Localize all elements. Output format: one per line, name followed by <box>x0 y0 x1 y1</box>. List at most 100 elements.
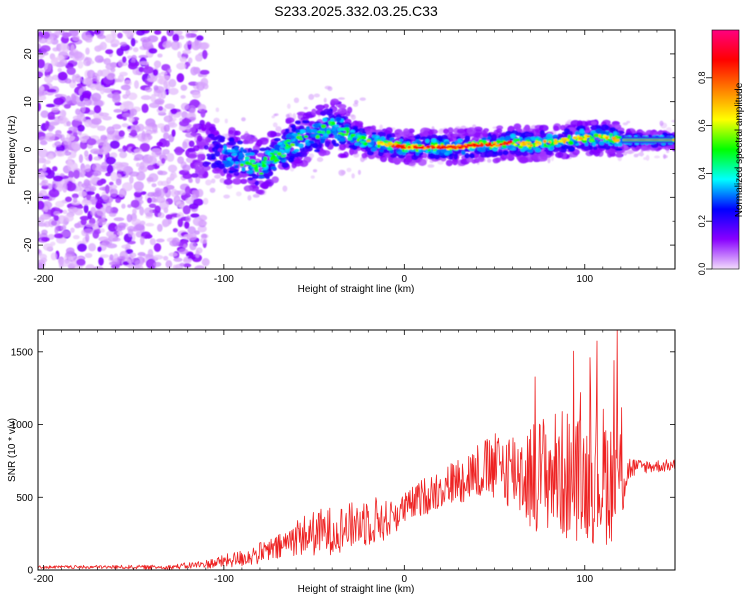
faint-blob <box>308 93 315 101</box>
ridge-blob <box>347 106 353 114</box>
noise-blob <box>101 238 113 247</box>
faint-blob <box>205 179 212 186</box>
noise-blob <box>98 112 110 117</box>
ridge-blob <box>492 143 496 146</box>
faint-blob <box>316 157 324 162</box>
ridge-blob <box>453 154 458 160</box>
noise-blob <box>185 32 192 39</box>
faint-blob <box>350 114 356 121</box>
noise-blob <box>157 170 168 176</box>
ridge-blob <box>419 146 424 149</box>
ridge-blob <box>396 145 401 149</box>
ridge-blob <box>583 144 590 151</box>
noise-blob <box>167 164 178 173</box>
noise-blob <box>154 30 162 35</box>
noise-blob <box>168 78 177 88</box>
x-tick-label: 100 <box>576 274 593 285</box>
ridge-blob <box>446 149 453 154</box>
noise-blob <box>183 258 193 263</box>
noise-blob <box>71 193 79 199</box>
noise-blob <box>83 179 90 187</box>
ridge-blob <box>211 162 217 169</box>
ridge-blob <box>443 146 447 149</box>
noise-blob <box>38 36 42 42</box>
faint-blob <box>346 167 352 173</box>
noise-blob <box>128 117 135 123</box>
noise-blob <box>169 174 178 179</box>
noise-blob <box>53 97 65 106</box>
noise-blob <box>105 49 114 55</box>
ridge-blob <box>417 144 423 147</box>
noise-blob <box>146 77 157 82</box>
noise-blob <box>100 146 109 155</box>
noise-blob <box>132 47 139 53</box>
ridge-blob <box>311 137 316 141</box>
ridge-blob <box>496 151 503 156</box>
noise-blob <box>67 256 74 264</box>
noise-blob <box>129 30 136 36</box>
ridge-blob <box>481 129 487 136</box>
noise-blob <box>145 222 155 227</box>
ridge-blob <box>194 168 205 176</box>
ridge-blob <box>251 159 256 164</box>
ridge-blob <box>247 177 254 181</box>
faint-blob <box>327 86 333 92</box>
noise-blob <box>65 95 72 105</box>
noise-blob <box>202 197 209 205</box>
ridge-blob <box>267 130 277 138</box>
ridge-blob <box>538 124 549 132</box>
ridge-blob <box>261 160 266 163</box>
ridge-blob <box>232 178 242 185</box>
ridge-blob <box>190 132 197 137</box>
noise-blob <box>63 137 71 146</box>
noise-blob <box>42 163 47 172</box>
noise-blob <box>163 115 173 123</box>
noise-blob <box>187 226 196 235</box>
noise-blob <box>189 241 197 251</box>
ridge-blob <box>354 120 364 127</box>
noise-blob <box>41 31 51 39</box>
ridge-blob <box>263 170 268 174</box>
noise-blob <box>174 146 184 156</box>
noise-blob <box>178 35 185 40</box>
ridge-blob <box>320 124 327 129</box>
noise-blob <box>88 153 93 162</box>
ridge-blob <box>615 152 622 158</box>
noise-blob <box>127 62 138 70</box>
noise-blob <box>113 217 125 222</box>
noise-blob <box>90 206 97 216</box>
ridge-blob <box>509 133 516 139</box>
ridge-blob <box>201 124 207 131</box>
ridge-blob <box>295 129 301 134</box>
ridge-blob <box>499 142 504 145</box>
ridge-blob <box>344 127 350 131</box>
faint-blob <box>287 103 291 109</box>
spectrogram-ridge <box>187 98 675 195</box>
ridge-blob <box>290 135 295 140</box>
ridge-blob <box>430 141 434 146</box>
noise-blob <box>138 165 148 173</box>
noise-blob <box>175 201 185 208</box>
noise-blob <box>133 157 140 162</box>
noise-blob <box>182 141 188 150</box>
noise-blob <box>153 261 162 267</box>
noise-blob <box>110 171 118 182</box>
noise-blob <box>122 116 127 121</box>
ridge-blob <box>478 144 482 147</box>
noise-blob <box>151 148 162 153</box>
noise-blob <box>140 161 149 167</box>
noise-blob <box>95 200 103 210</box>
ridge-blob <box>563 137 568 140</box>
ridge-blob <box>192 123 199 129</box>
noise-blob <box>130 37 136 47</box>
noise-blob <box>150 197 157 203</box>
ridge-blob <box>311 108 317 116</box>
noise-blob <box>125 89 131 97</box>
ridge-blob <box>285 139 291 143</box>
ridge-blob <box>261 163 267 168</box>
noise-blob <box>55 150 66 157</box>
noise-blob <box>45 103 56 108</box>
ridge-blob <box>197 154 203 162</box>
ridge-blob <box>356 138 360 142</box>
